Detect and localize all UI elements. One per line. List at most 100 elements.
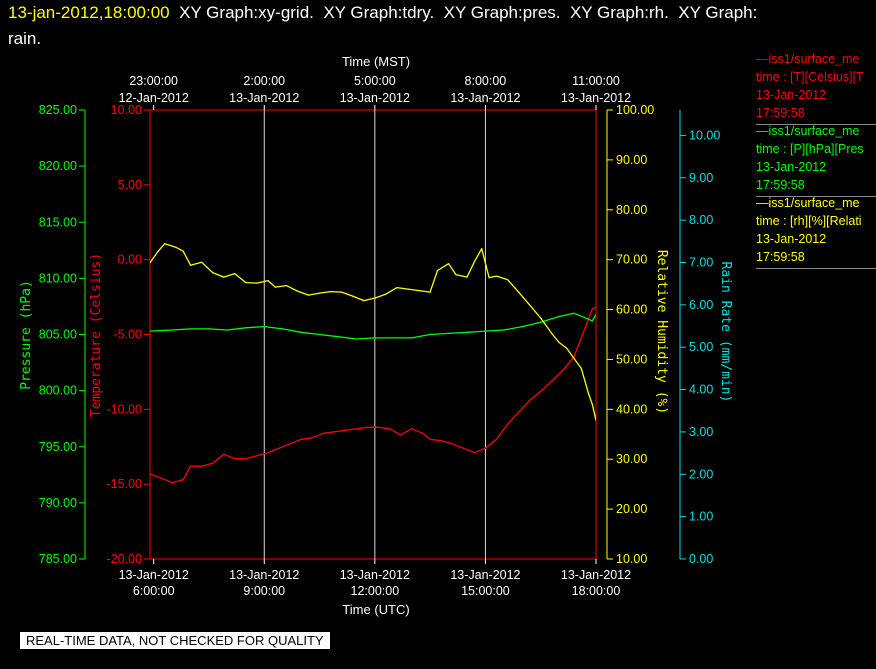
humidity-data-point <box>495 275 498 277</box>
pressure-data-point <box>355 338 357 340</box>
humidity-data-point <box>588 393 590 395</box>
temperature-data-point <box>495 438 498 440</box>
x-axis-title-utc: Time (UTC) <box>342 602 409 617</box>
temperature-data-point <box>182 479 184 481</box>
humidity-tick-label: 50.00 <box>616 352 647 366</box>
x-tick-label-date: 13-Jan-2012 <box>340 568 410 582</box>
humidity-data-point <box>558 341 560 344</box>
pressure-data-point <box>189 328 192 330</box>
humidity-tick-label: 10.00 <box>616 552 647 566</box>
pressure-data-point <box>245 327 247 329</box>
graph-title: 13-jan-2012,18:00:00 XY Graph:xy-grid. X… <box>8 3 757 23</box>
title-date-time: 13-jan-2012,18:00:00 <box>8 3 170 22</box>
temperature-data-point <box>160 477 162 479</box>
rain-tick-label: 0.00 <box>689 552 713 566</box>
x-top-tick-label-time: 2:00:00 <box>243 74 285 88</box>
humidity-tick-label: 80.00 <box>616 203 647 217</box>
humidity-data-point <box>591 403 593 405</box>
pressure-tick-label: 820.00 <box>39 159 77 173</box>
humidity-data-point <box>201 261 203 263</box>
rain-tick-label: 3.00 <box>689 425 713 439</box>
humidity-data-point <box>274 286 276 288</box>
humidity-data-point <box>363 300 365 302</box>
temperature-data-point <box>300 438 302 440</box>
rain-tick-label: 1.00 <box>689 510 713 524</box>
pressure-data-point <box>226 329 228 331</box>
temperature-data-point <box>212 462 214 464</box>
x-tick-label-time: 12:00:00 <box>351 584 400 598</box>
humidity-data-point <box>234 273 236 275</box>
humidity-data-point <box>256 282 258 284</box>
x-tick-label-date: 13-Jan-2012 <box>561 568 631 582</box>
legend-date: 13-Jan-2012 <box>756 160 827 174</box>
temperature-data-point <box>223 453 225 455</box>
humidity-tick-label: 40.00 <box>616 402 647 416</box>
temperature-data-point <box>201 465 203 467</box>
humidity-data-point <box>330 291 332 293</box>
quality-warning: REAL-TIME DATA, NOT CHECKED FOR QUALITY <box>20 632 330 649</box>
pressure-data-point <box>540 321 542 323</box>
humidity-data-point <box>175 246 177 248</box>
temperature-data-point <box>591 308 593 310</box>
x-top-tick-label-date: 12-Jan-2012 <box>119 91 189 105</box>
humidity-data-point <box>296 290 298 292</box>
humidity-data-point <box>374 297 376 299</box>
legend-name-line: —iss1/surface_me <box>756 52 860 66</box>
rain-tick-label: 5.00 <box>689 340 713 354</box>
pressure-data-point <box>448 332 450 334</box>
humidity-tick-label: 90.00 <box>616 153 647 167</box>
x-top-tick-label-time: 11:00:00 <box>572 74 620 88</box>
temperature-data-point <box>366 426 369 428</box>
pressure-data-point <box>208 328 210 330</box>
temperature-data-point <box>484 447 486 449</box>
temperature-data-point <box>422 432 424 434</box>
humidity-data-point <box>267 280 269 282</box>
humidity-data-point <box>182 250 184 252</box>
temperature-data-point <box>278 447 280 449</box>
pressure-data-point <box>319 333 321 336</box>
pressure-data-point <box>466 331 468 333</box>
humidity-tick-label: 60.00 <box>616 303 647 317</box>
humidity-data-point <box>352 295 354 297</box>
humidity-data-point <box>565 347 568 349</box>
rain-tick-label: 4.00 <box>689 383 713 397</box>
pressure-data-point <box>521 326 523 328</box>
temperature-data-point <box>518 411 520 413</box>
temperature-data-point <box>551 380 553 382</box>
humidity-data-point <box>150 262 151 264</box>
pressure-data-point <box>573 312 575 314</box>
temperature-tick-label: -20.00 <box>107 552 142 566</box>
pressure-data-point <box>300 331 302 333</box>
pressure-data-point <box>150 330 151 332</box>
legend-time: 17:59:58 <box>756 178 805 192</box>
temperature-data-point <box>595 307 596 309</box>
temperature-data-point <box>333 431 335 433</box>
x-axis-title-mst: Time (MST) <box>342 54 410 69</box>
temperature-data-point <box>529 399 531 401</box>
x-top-tick-label-date: 13-Jan-2012 <box>229 91 299 105</box>
temperature-data-point <box>289 443 291 445</box>
temperature-data-point <box>473 452 475 454</box>
temperature-data-point <box>389 428 391 430</box>
temperature-series-line <box>150 306 596 484</box>
x-top-tick-label-time: 5:00:00 <box>354 74 396 88</box>
legend-date: 13-Jan-2012 <box>756 232 827 246</box>
x-top-tick-label-date: 13-Jan-2012 <box>340 91 410 105</box>
x-tick-label-time: 9:00:00 <box>243 584 285 598</box>
temperature-data-point <box>311 437 313 439</box>
pressure-data-point <box>584 317 586 319</box>
temperature-data-point <box>171 482 173 484</box>
temperature-data-point <box>540 390 542 392</box>
rain-axis-title: Rain Rate (mm/min) <box>718 262 733 403</box>
humidity-data-point <box>212 272 214 274</box>
pressure-tick-label: 810.00 <box>39 271 77 285</box>
legend-time: 17:59:58 <box>756 250 805 264</box>
temperature-data-point <box>400 434 402 436</box>
humidity-data-point <box>540 317 542 319</box>
humidity-data-point <box>436 270 439 272</box>
pressure-series-line <box>150 312 596 340</box>
temperature-data-point <box>462 447 464 449</box>
temperature-data-point <box>267 452 269 454</box>
pressure-data-point <box>429 333 431 336</box>
temperature-data-point <box>411 428 413 430</box>
